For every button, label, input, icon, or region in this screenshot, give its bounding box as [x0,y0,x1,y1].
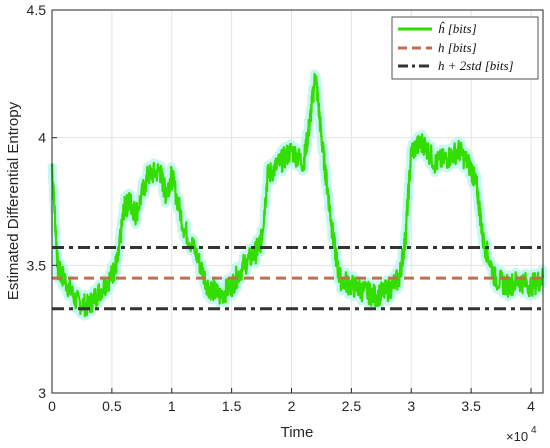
y-tick-label: 3 [38,385,46,401]
x-ticks: 0 0.5 1 1.5 2 2.5 3 3.5 4 [48,388,535,414]
legend-label-estimate: ĥ [bits] [438,21,477,36]
x-tick-label: 3.5 [461,398,481,414]
y-ticks: 3 3.5 4 4.5 [27,2,57,401]
x-tick-label: 0 [48,398,56,414]
legend-label-threshold: h + 2std [bits] [438,58,514,73]
x-tick-label: 2.5 [342,398,362,414]
x-multiplier-exponent: 4 [531,425,537,436]
x-tick-label: 4 [527,398,535,414]
series-line-estimate [50,72,545,318]
x-tick-label: 3 [407,398,415,414]
x-axis-label: Time [281,424,314,441]
x-tick-label: 2 [288,398,296,414]
x-tick-label: 1.5 [222,398,242,414]
y-tick-label: 4 [38,130,46,146]
y-tick-label: 4.5 [27,2,47,18]
x-tick-label: 0.5 [102,398,122,414]
legend-label-true: h [bits] [438,40,477,55]
series-lines [50,72,545,318]
x-multiplier-label: ×10 [506,429,528,444]
x-tick-label: 1 [168,398,176,414]
y-axis-label: Estimated Differential Entropy [5,101,22,300]
legend: ĥ [bits] h [bits] h + 2std [bits] [391,16,539,80]
y-tick-label: 3.5 [27,257,47,273]
plot-frame [51,9,544,394]
